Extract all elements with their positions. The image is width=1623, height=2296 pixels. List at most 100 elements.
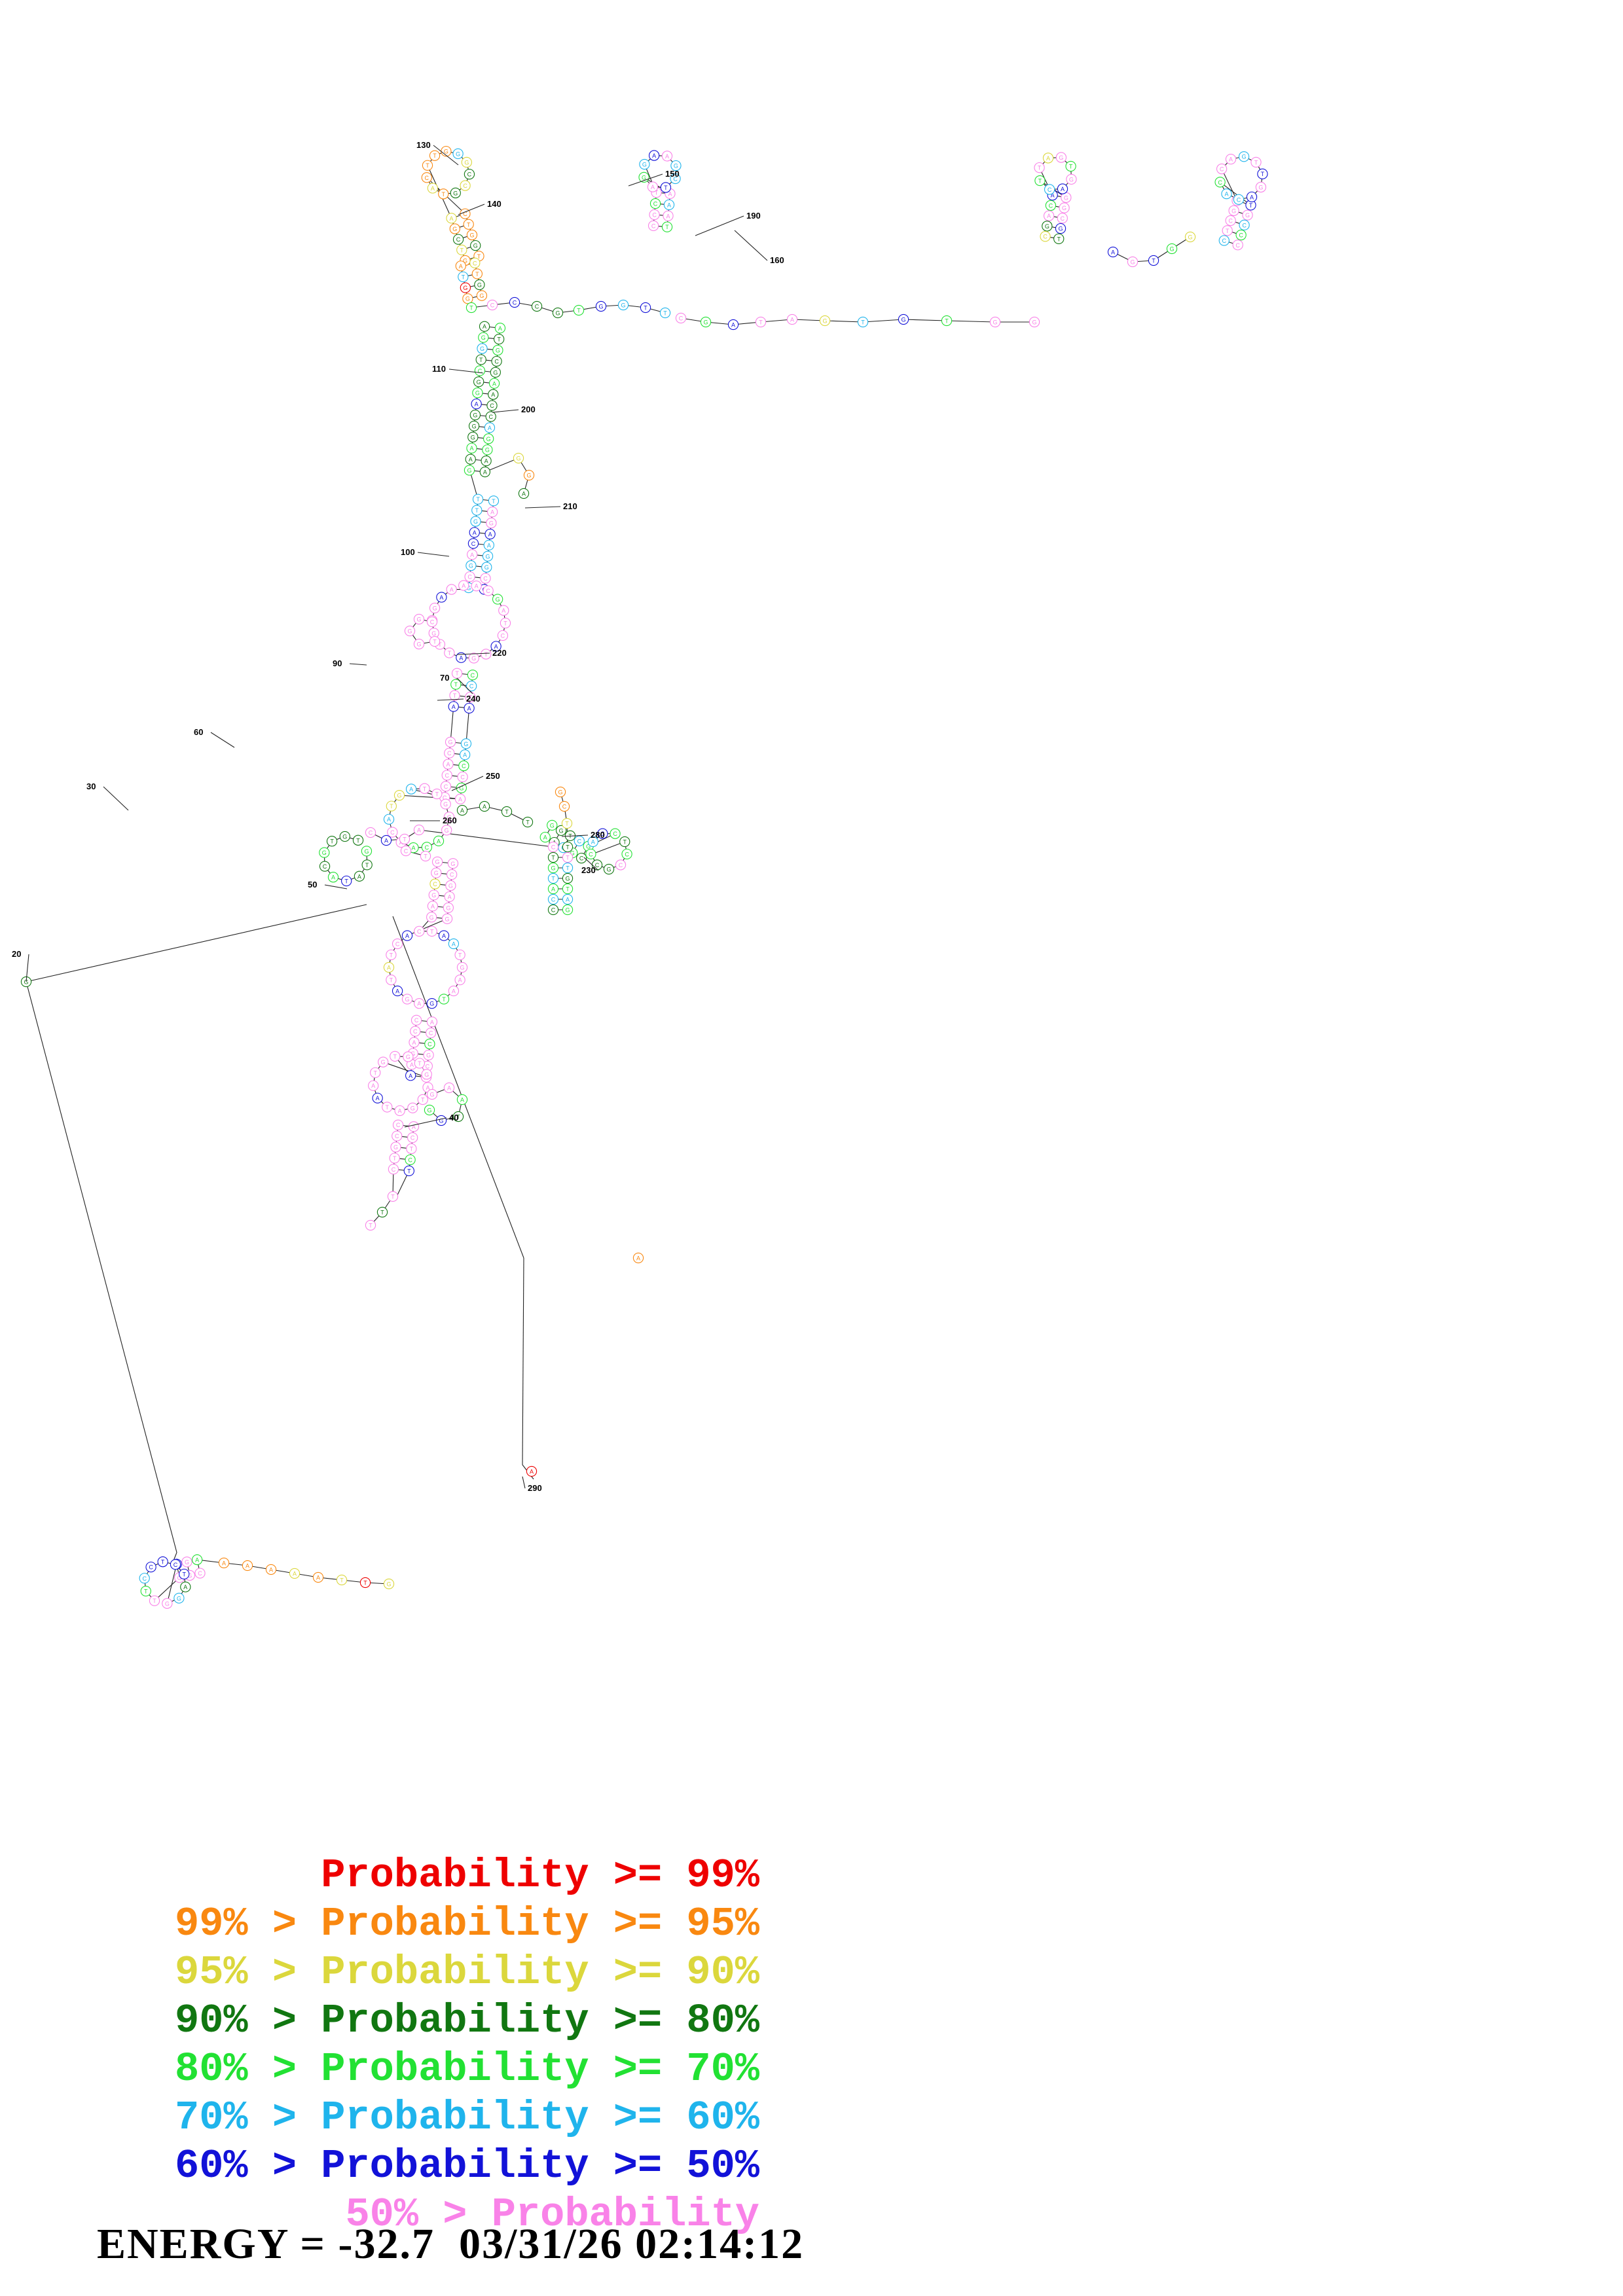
svg-text:G: G <box>407 628 412 635</box>
svg-text:G: G <box>464 159 469 166</box>
svg-text:T: T <box>475 507 479 514</box>
svg-text:C: C <box>673 175 678 182</box>
svg-text:G: G <box>450 861 455 867</box>
nucleotide: A <box>562 893 574 905</box>
svg-text:A: A <box>450 586 454 593</box>
svg-text:G: G <box>459 785 464 791</box>
svg-text:A: A <box>1224 191 1228 198</box>
svg-text:G: G <box>1258 184 1263 190</box>
nucleotide: T <box>1222 225 1233 236</box>
svg-text:C: C <box>408 1157 412 1163</box>
nucleotide: C <box>547 904 559 916</box>
legend-row: 80% > Probability >= 70% <box>0 1997 759 2092</box>
svg-text:A: A <box>566 897 570 903</box>
nucleotide: A <box>180 1581 191 1592</box>
nucleotide: T <box>419 783 430 794</box>
svg-text:C: C <box>469 683 474 690</box>
nucleotide: A <box>456 652 467 663</box>
nucleotide: C <box>458 760 469 772</box>
svg-text:T: T <box>475 271 479 278</box>
nucleotide: T <box>562 841 574 853</box>
svg-text:A: A <box>668 190 672 197</box>
nucleotide: C <box>480 573 491 584</box>
nucleotide: G <box>1059 202 1070 213</box>
svg-text:G: G <box>364 848 369 855</box>
svg-text:T: T <box>623 839 627 846</box>
svg-text:A: A <box>591 839 595 846</box>
nucleotide: T <box>386 975 397 986</box>
svg-text:T: T <box>551 855 555 861</box>
position-leader-line <box>456 653 490 655</box>
svg-text:T: T <box>526 819 530 826</box>
legend-right: 80% <box>686 1998 759 2044</box>
nucleotide: A <box>464 702 475 714</box>
svg-text:G: G <box>555 310 560 317</box>
svg-text:A: A <box>543 834 547 841</box>
svg-text:T: T <box>418 1060 422 1067</box>
legend-row: 99% > Probability >= 95% <box>0 1852 759 1947</box>
svg-text:A: A <box>437 838 441 844</box>
nucleotide: G <box>440 798 451 810</box>
legend-cmp: >= <box>589 1998 687 2044</box>
nucleotide: C <box>424 1038 435 1050</box>
energy-timestamp-line: ENERGY = -32.7 03/31/26 02:14:12 <box>97 2220 805 2268</box>
svg-text:C: C <box>417 928 422 935</box>
svg-text:C: C <box>456 236 461 243</box>
legend-right: 50% <box>686 2143 759 2189</box>
svg-text:C: C <box>613 831 617 837</box>
nucleotide: C <box>447 869 458 880</box>
nucleotide: T <box>444 647 455 658</box>
svg-text:G: G <box>1188 234 1192 241</box>
legend-row: 60% > Probability >= 50% <box>0 2094 759 2189</box>
nucleotide: G <box>428 889 439 901</box>
nucleotide: T <box>403 1165 414 1177</box>
svg-text:A: A <box>1051 192 1055 199</box>
nucleotide: A <box>490 641 501 652</box>
nucleotide: T <box>481 649 492 660</box>
nucleotide: A <box>460 749 471 761</box>
svg-text:T: T <box>363 1580 367 1587</box>
nucleotide: T <box>438 188 449 200</box>
legend-left: 80% <box>175 2046 248 2092</box>
nucleotide: G <box>403 1051 414 1062</box>
svg-text:G: G <box>431 630 436 637</box>
nucleotide: G <box>492 344 503 356</box>
svg-text:C: C <box>1242 222 1247 228</box>
svg-text:T: T <box>356 837 360 844</box>
svg-text:A: A <box>488 531 492 537</box>
svg-text:A: A <box>491 391 495 398</box>
nucleotide: A <box>479 800 490 812</box>
svg-text:G: G <box>448 739 453 745</box>
nucleotide: G <box>898 314 909 325</box>
svg-text:T: T <box>1254 159 1258 166</box>
svg-text:T: T <box>505 809 509 816</box>
nucleotide: G <box>441 825 452 836</box>
nucleotide: T <box>382 1102 393 1113</box>
svg-text:G: G <box>445 827 449 834</box>
nucleotide: T <box>755 316 767 328</box>
nucleotide: T <box>157 1556 168 1568</box>
legend-cmp: >= <box>589 1949 687 1996</box>
nucleotide: C <box>405 1154 416 1166</box>
svg-text:G: G <box>1045 223 1049 230</box>
svg-text:T: T <box>438 641 442 648</box>
svg-text:G: G <box>465 296 470 302</box>
svg-text:A: A <box>731 322 735 329</box>
position-leader-line <box>26 954 29 982</box>
svg-text:T: T <box>1038 177 1042 184</box>
svg-text:A: A <box>475 583 479 590</box>
probability-legend: Probability >= 99% 99% > Probability >= … <box>0 1803 759 2238</box>
svg-text:C: C <box>501 632 505 639</box>
svg-text:T: T <box>441 191 445 198</box>
svg-text:T: T <box>442 996 446 1003</box>
svg-text:G: G <box>565 876 570 882</box>
svg-text:T: T <box>479 357 483 363</box>
svg-text:G: G <box>496 348 500 354</box>
nucleotide: G <box>466 229 478 241</box>
nucleotide: C <box>421 842 433 853</box>
svg-text:T: T <box>1226 228 1230 234</box>
nucleotide: G <box>426 912 437 923</box>
nucleotide: A <box>663 199 675 211</box>
legend-row: 50% > Probability <box>0 2142 759 2238</box>
position-leader-line <box>448 368 484 374</box>
